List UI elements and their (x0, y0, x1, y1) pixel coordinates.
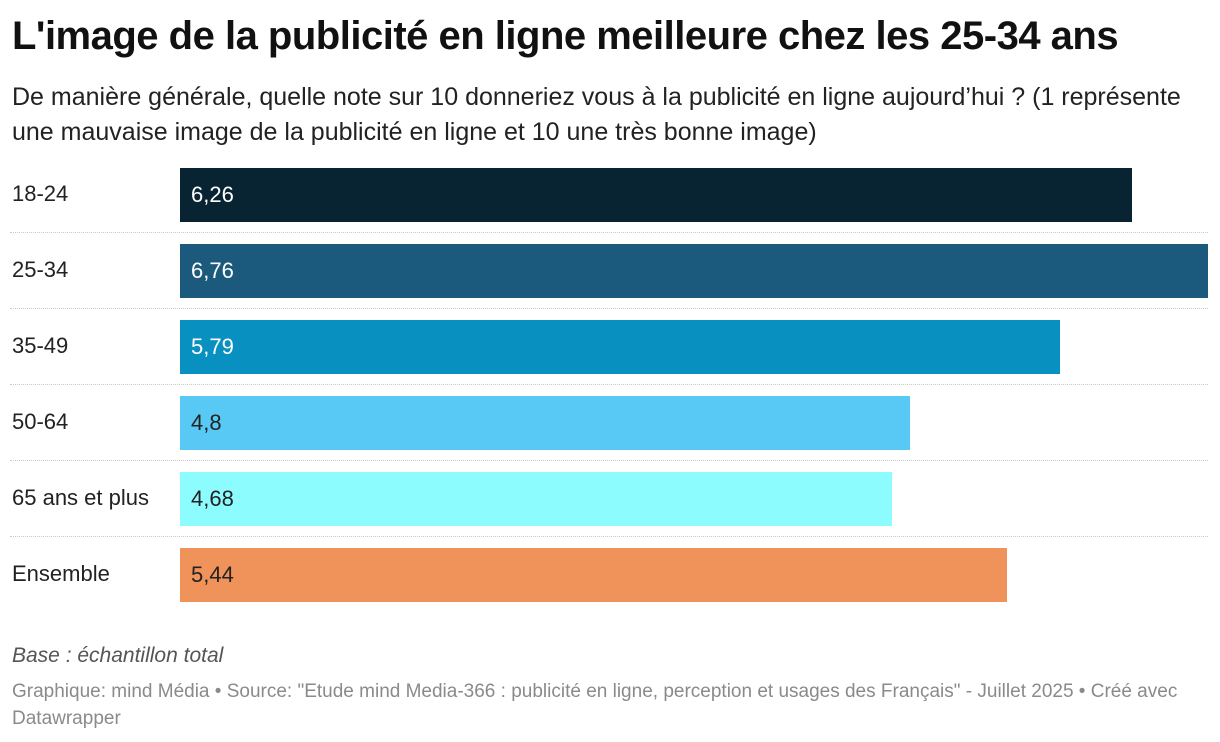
bar-chart: 18-24 6,26 25-34 6,76 35-49 5,79 50-64 4,8 65 an… (0, 160, 1220, 620)
chart-row: 25-34 6,76 (0, 236, 1208, 312)
bar-value-label: 4,8 (191, 410, 222, 435)
bar (180, 396, 910, 450)
category-label: 18-24 (12, 181, 69, 206)
bar-value-label: 4,68 (191, 486, 234, 511)
row-separator (10, 308, 1208, 309)
chart-row: 18-24 6,26 (0, 160, 1208, 236)
category-label: 50-64 (12, 409, 69, 434)
row-separator (10, 384, 1208, 385)
row-separator (10, 536, 1208, 537)
chart-row: 35-49 5,79 (0, 312, 1208, 388)
bar (180, 244, 1208, 298)
chart-title: L'image de la publicité en ligne meilleu… (12, 14, 1119, 58)
bar-value-label: 5,44 (191, 562, 234, 587)
bar (180, 472, 892, 526)
bar (180, 168, 1132, 222)
chart-row: Ensemble 5,44 (0, 540, 1208, 616)
source-footer: Graphique: mind Média • Source: "Etude m… (12, 681, 1178, 729)
base-note: Base : échantillon total (12, 644, 224, 667)
bar-value-label: 6,26 (191, 182, 234, 207)
bar (180, 548, 1007, 602)
category-label: Ensemble (12, 561, 110, 586)
chart-row: 50-64 4,8 (0, 388, 1208, 464)
bar-value-label: 5,79 (191, 334, 234, 359)
chart-row: 65 ans et plus 4,68 (0, 464, 1208, 540)
category-label: 25-34 (12, 257, 69, 282)
category-label: 65 ans et plus (12, 485, 149, 510)
row-separator (10, 460, 1208, 461)
chart-subtitle: De manière générale, quelle note sur 10 … (12, 83, 1181, 146)
row-separator (10, 232, 1208, 233)
category-label: 35-49 (12, 333, 69, 358)
bar-value-label: 6,76 (191, 258, 234, 283)
bar (180, 320, 1060, 374)
